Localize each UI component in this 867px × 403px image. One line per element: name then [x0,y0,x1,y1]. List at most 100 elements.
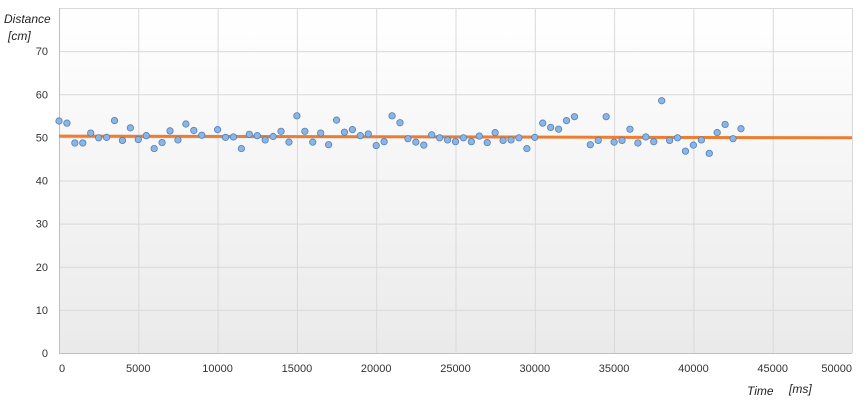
data-point [380,138,388,146]
data-point [737,125,745,133]
trend-line-group [58,134,853,140]
data-point [602,113,610,121]
data-point [650,138,658,146]
data-point [499,136,507,144]
data-point [356,132,364,140]
x-tick-label: 50000 [821,363,852,375]
data-point [634,139,642,147]
y-tick-label: 60 [36,89,48,101]
data-point [317,129,325,137]
data-point [523,144,531,153]
data-point [182,120,190,128]
data-point [79,139,87,147]
data-point [237,144,245,153]
data-point [245,130,253,138]
data-point [594,136,602,144]
x-tick-label: 30000 [520,363,551,375]
y-axis-ticks: 0 10 20 30 40 50 60 70 [36,46,48,360]
x-axis-ticks: 0 5000 10000 15000 20000 25000 30000 35000 40000… [59,363,852,375]
data-point [467,138,475,146]
data-point [531,133,539,141]
data-point [325,141,333,149]
data-point [713,129,721,137]
data-point [729,135,737,143]
data-point [412,138,420,146]
data-point [451,138,460,146]
data-point [626,125,634,133]
y-tick-label: 0 [42,348,48,360]
x-tick-label: 40000 [678,363,709,375]
data-point [110,116,119,125]
data-point [721,120,729,129]
data-point [705,149,713,157]
data-point [610,138,618,146]
data-point [515,134,523,142]
data-point [562,116,571,125]
data-point [150,144,158,153]
data-point [491,129,499,137]
y-tick-label: 30 [36,219,48,231]
data-point [459,134,468,142]
x-tick-label: 35000 [599,363,630,375]
data-point [174,136,182,144]
data-point [483,138,491,147]
data-point [166,127,174,135]
data-point [332,116,341,124]
data-point [658,97,666,105]
data-point [697,136,705,144]
data-point [126,124,134,132]
y-tick-label: 70 [36,46,48,58]
data-point [102,133,111,141]
data-point [261,136,269,144]
x-tick-label: 45000 [757,363,788,375]
data-point [277,127,285,135]
y-tick-label: 50 [36,132,48,144]
data-point [229,133,238,141]
data-point [87,129,95,137]
x-tick-label: 0 [59,363,65,375]
data-point [190,126,198,135]
data-point [428,131,436,139]
data-point [348,126,357,134]
data-point [285,138,293,146]
data-point [642,133,650,141]
data-point [586,141,594,149]
data-point [372,141,380,150]
data-point [142,132,150,140]
x-tick-label: 10000 [202,363,233,375]
data-point [309,138,317,146]
gridlines [59,8,853,354]
x-tick-label: 25000 [440,363,471,375]
data-point [134,135,142,144]
data-point [436,134,444,142]
y-tick-label: 10 [36,305,48,317]
data-point [507,136,515,144]
data-point [364,130,372,138]
data-point [253,132,261,140]
data-point [269,132,277,141]
x-axis-title-word: Time [747,384,774,398]
data-point [554,125,563,133]
y-axis-title-line2: [cm] [7,29,31,43]
data-point [420,141,428,149]
y-tick-label: 20 [36,262,48,274]
trend-line [58,134,853,140]
x-tick-label: 15000 [282,363,313,375]
data-point [388,112,396,120]
data-point [443,136,452,144]
y-axis-title-line1: Distance [4,12,51,26]
data-point [95,134,103,142]
data-point [666,136,674,144]
x-tick-label: 5000 [126,363,150,375]
data-point [570,113,579,121]
data-point [340,128,349,136]
x-tick-label: 20000 [361,363,392,375]
data-point [673,134,682,142]
data-point [71,139,79,147]
data-point [689,141,698,149]
data-point [547,123,555,132]
data-point [214,126,222,134]
data-point [681,147,690,155]
data-points [55,97,745,157]
